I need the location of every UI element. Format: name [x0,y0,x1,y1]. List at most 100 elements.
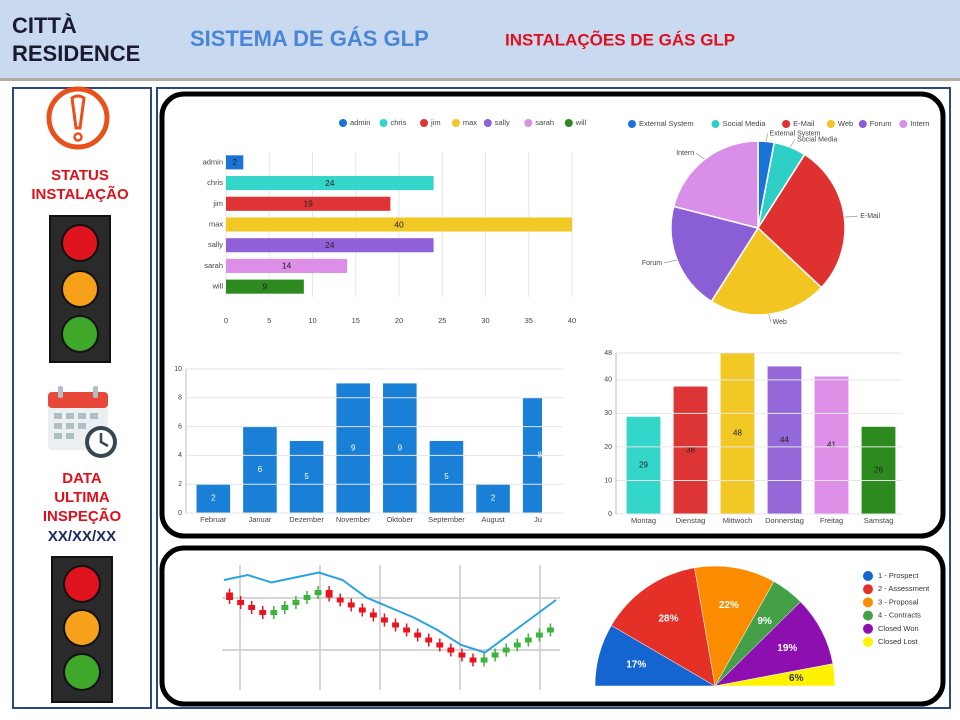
alert-icon [46,86,110,150]
value-label: 48 [733,429,742,438]
bar [289,441,324,513]
value-label: 24 [325,178,335,188]
x-tick-label: 40 [568,316,576,325]
legend-label: 3 - Proposal [878,597,919,606]
legend-label: sarah [535,118,554,127]
system-title: SISTEMA DE GÁS GLP [190,26,429,51]
legend-label: Social Media [723,119,767,128]
candle [303,595,311,600]
legend-label: jim [430,118,441,127]
legend-label: 1 - Prospect [878,571,919,580]
slice-label: Intern [676,150,694,157]
legend-label: 4 - Contracts [878,611,921,620]
legend-swatch [858,120,867,128]
inspection-label: DATA [62,470,102,487]
value-label: 28% [658,614,678,625]
x-tick-label: 0 [224,316,228,325]
x-tick-label: Dienstag [676,516,706,525]
legend-label: Forum [870,119,892,128]
trend-line [223,571,557,654]
bar [861,426,896,514]
y-tick-label: 30 [604,410,612,417]
y-tick-label: chris [207,178,223,187]
candle [226,592,233,600]
value-label: 17% [626,659,646,670]
y-tick-label: 20 [604,444,612,451]
candle [248,605,256,610]
x-tick-label: 25 [438,316,446,325]
value-label: 5 [444,472,449,481]
pie-slice [714,663,836,687]
legend-label: max [463,118,477,127]
slice-label: E-Mail [860,213,880,220]
value-label: 6 [258,465,263,474]
inspection-date: XX/XX/XX [48,528,116,545]
legend-swatch [420,119,428,127]
candle [524,637,532,643]
legend-swatch [782,120,791,128]
pie-slice [672,140,759,229]
candle [458,652,466,658]
legend-swatch [628,120,636,128]
bar [626,416,661,514]
value-label: 9% [757,616,772,627]
bar [226,217,572,232]
legend-swatch [863,584,873,595]
candle [491,652,499,658]
bar [243,426,277,513]
legend-label: admin [350,118,370,127]
candle [480,657,488,663]
legend-label: Closed Won [878,624,919,633]
value-label: 44 [780,435,789,444]
bar [814,376,849,514]
candle [535,632,543,638]
y-tick-label: 4 [178,452,182,459]
bar [226,258,348,273]
y-tick-label: 40 [604,377,612,384]
brand: RESIDENCE [12,41,140,66]
bar [673,386,708,514]
status-label: STATUS [51,167,109,184]
legend-label: chris [391,118,407,127]
header-rule [0,78,960,81]
legend-swatch [524,119,533,127]
slice-label: Web [773,319,787,326]
candle [436,642,444,648]
bar [226,238,434,253]
y-tick-label: jim [212,199,223,208]
x-tick-label: 30 [481,316,489,325]
legend-swatch [863,637,873,647]
legend-swatch [863,610,873,621]
inspection-label: INSPEÇÃO [43,507,122,525]
leader-line [664,259,678,264]
legend-swatch [826,120,835,128]
traffic-light [49,215,111,363]
y-tick-label: 0 [178,510,182,517]
value-label: 2 [491,494,496,503]
slice-label: Forum [642,260,662,267]
legend-swatch [711,120,720,128]
legend-swatch [451,119,460,127]
header-bg [0,0,960,78]
legend-label: Intern [910,119,929,128]
pie-slice [670,205,760,303]
candle [314,590,322,595]
value-label: 19 [303,199,313,209]
bar [226,196,391,211]
value-label: 6% [789,673,804,684]
slice-label: Social Media [797,137,837,144]
status-label: INSTALAÇÃO [31,185,129,203]
leader-line [789,139,796,148]
value-label: 5 [304,472,309,481]
x-tick-label: 20 [395,316,403,325]
bar [226,279,304,294]
bar [336,383,370,513]
candle [414,632,422,638]
value-label: 2 [211,494,216,503]
x-tick-label: 35 [525,316,533,325]
value-label: 9 [398,443,403,452]
legend-label: will [575,118,587,127]
candle [447,647,455,653]
value-label: 9 [263,281,268,291]
y-tick-label: 10 [604,477,612,484]
